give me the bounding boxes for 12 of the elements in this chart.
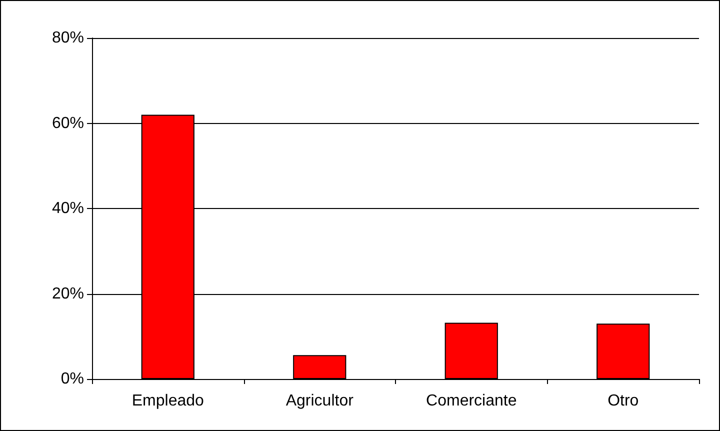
- y-tick-label: 20%: [52, 285, 84, 302]
- bar: [293, 355, 346, 379]
- y-tick-label: 40%: [52, 200, 84, 217]
- bar: [596, 324, 650, 379]
- bar: [444, 322, 498, 379]
- x-tick-label: Comerciante: [426, 392, 517, 410]
- x-tick-label: Otro: [608, 392, 639, 410]
- y-tick-label: 80%: [52, 30, 84, 46]
- y-tick-label: 60%: [52, 114, 84, 132]
- x-tick-label: Empleado: [132, 392, 204, 410]
- x-tick-label: Agricultor: [286, 392, 354, 410]
- y-tick-label: 0%: [60, 370, 84, 388]
